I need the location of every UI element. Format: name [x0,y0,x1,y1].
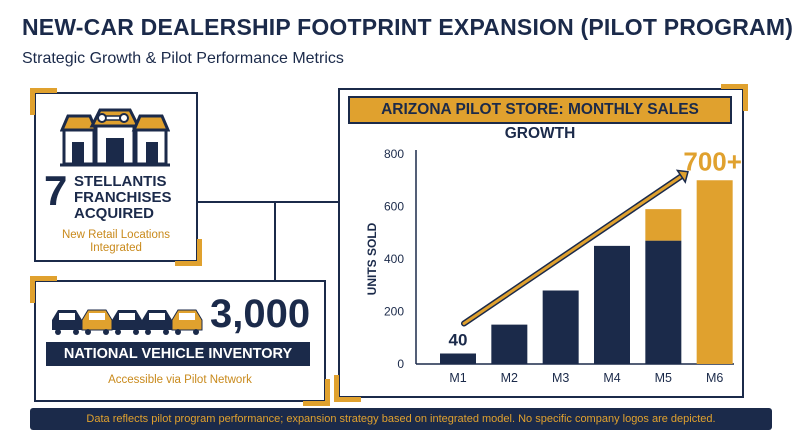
inventory-card: 3,000 NATIONAL VEHICLE INVENTORY Accessi… [30,276,330,406]
annotation-end: 700+ [683,146,742,176]
footer-note: Data reflects pilot program performance;… [30,408,772,430]
inventory-banner: NATIONAL VEHICLE INVENTORY [46,342,310,366]
annotation-start: 40 [449,331,468,350]
x-tick-label: M6 [706,371,723,385]
corner-accent [303,379,330,406]
page-title: NEW-CAR DEALERSHIP FOOTPRINT EXPANSION (… [22,14,794,40]
car-row-icon [48,300,208,345]
x-tick-label: M1 [449,371,466,385]
corner-accent [30,276,57,303]
x-tick-label: M5 [655,371,672,385]
y-tick-label: 0 [397,357,404,371]
y-tick-label: 200 [384,305,404,319]
corner-accent [334,375,361,402]
connector-vertical [274,201,276,280]
connector-horizontal [194,201,338,203]
bar [542,290,579,364]
bar [594,245,630,364]
franchise-label: STELLANTIS FRANCHISES ACQUIRED [74,173,172,222]
y-tick-label: 600 [384,200,404,214]
y-tick-label: 800 [384,147,404,161]
car-icon [52,310,82,330]
inventory-count: 3,000 [210,292,311,336]
x-tick-label: M3 [552,371,569,385]
y-tick-label: 400 [384,252,404,266]
bar [645,240,682,364]
trend-arrow-head [675,169,689,184]
y-axis-label: UNITS SOLD [365,222,379,295]
chart-title: ARIZONA PILOT STORE: MONTHLY SALES GROWT… [348,96,732,142]
corner-accent [30,88,57,115]
page-subtitle: Strategic Growth & Pilot Performance Met… [22,50,344,67]
trend-arrow [462,174,683,325]
inventory-sub-label: Accessible via Pilot Network [108,374,252,386]
bar [440,353,476,364]
bar-highlight [645,209,682,241]
bar-chart: UNITS SOLD 0 200 400 600 800 M1 M2 M3 M4 M5 M6 40 700… [365,146,742,385]
franchise-sub-label: New Retail Locations Integrated [61,229,171,254]
bar [491,324,528,364]
franchise-card: 7 STELLANTIS FRANCHISES ACQUIRED New Ret… [30,88,202,266]
corner-accent [175,239,202,266]
x-tick-label: M4 [603,371,620,385]
franchise-count: 7 [44,167,68,214]
x-tick-label: M2 [501,371,518,385]
corner-accent [721,84,748,111]
chart-panel: ARIZONA PILOT STORE: MONTHLY SALES GROWT… [334,84,748,402]
bar [696,180,733,364]
storefront-key-icon [59,104,171,173]
